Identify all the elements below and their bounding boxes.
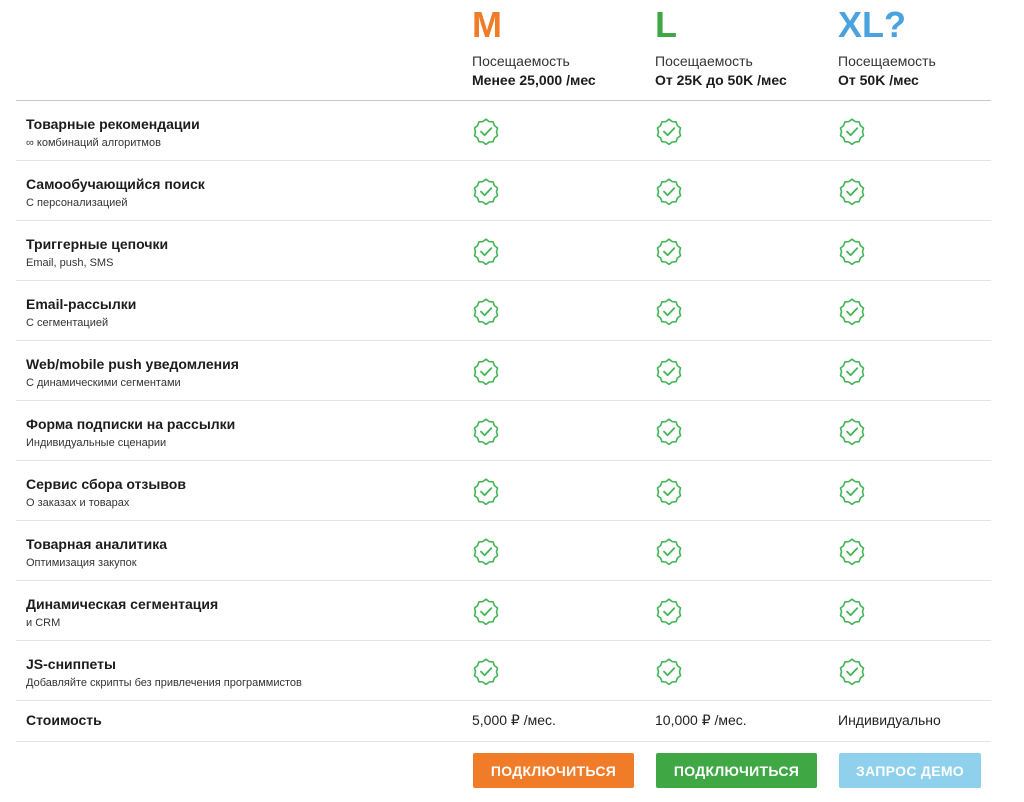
check-badge-icon: [838, 597, 866, 626]
check-badge-icon: [655, 117, 683, 146]
plan-traffic-label: Посещаемость: [472, 53, 570, 69]
check-badge-icon: [838, 297, 866, 326]
feature-row: Email-рассылки С сегментацией: [16, 281, 991, 341]
check-badge-icon: [472, 477, 500, 506]
plan-header-m: M Посещаемость Менее 25,000 /мес: [472, 2, 596, 90]
price-label: Стоимость: [26, 712, 102, 728]
feature-title: Email-рассылки: [26, 296, 137, 312]
feature-subtitle: С персонализацией: [26, 197, 128, 209]
connect-l-button[interactable]: ПОДКЛЮЧИТЬСЯ: [656, 753, 817, 788]
plan-traffic-label: Посещаемость: [655, 53, 753, 69]
request-demo-button[interactable]: ЗАПРОС ДЕМО: [839, 753, 981, 788]
check-badge-icon: [655, 237, 683, 266]
feature-row: Товарные рекомендации ∞ комбинаций алгор…: [16, 101, 991, 161]
check-badge-icon: [655, 597, 683, 626]
plan-traffic-range: Менее 25,000 /мес: [472, 72, 596, 88]
feature-title: Web/mobile push уведомления: [26, 356, 239, 372]
feature-subtitle: С динамическими сегментами: [26, 377, 181, 389]
feature-title: Самообучающийся поиск: [26, 176, 205, 192]
feature-row: Web/mobile push уведомления С динамическ…: [16, 341, 991, 401]
check-badge-icon: [655, 297, 683, 326]
check-badge-icon: [472, 357, 500, 386]
feature-row: Триггерные цепочки Email, push, SMS: [16, 221, 991, 281]
check-badge-icon: [472, 597, 500, 626]
price-l: 10,000 ₽ /мес.: [655, 712, 747, 728]
feature-title: Товарная аналитика: [26, 536, 168, 552]
check-badge-icon: [472, 237, 500, 266]
feature-title: Товарные рекомендации: [26, 116, 200, 132]
check-badge-icon: [838, 357, 866, 386]
feature-subtitle: Email, push, SMS: [26, 257, 114, 269]
feature-row: Форма подписки на рассылки Индивидуальны…: [16, 401, 991, 461]
check-badge-icon: [655, 537, 683, 566]
check-badge-icon: [655, 657, 683, 686]
plan-traffic-label: Посещаемость: [838, 53, 936, 69]
check-badge-icon: [838, 177, 866, 206]
check-badge-icon: [472, 177, 500, 206]
feature-row: Товарная аналитика Оптимизация закупок: [16, 521, 991, 581]
feature-title: JS-сниппеты: [26, 656, 116, 672]
connect-m-button[interactable]: ПОДКЛЮЧИТЬСЯ: [473, 753, 634, 788]
header-divider: [16, 100, 991, 101]
feature-subtitle: О заказах и товарах: [26, 497, 130, 509]
plan-header-xl: XL? Посещаемость От 50K /мес: [838, 2, 936, 90]
feature-title: Форма подписки на рассылки: [26, 416, 236, 432]
check-badge-icon: [655, 417, 683, 446]
feature-row: Сервис сбора отзывов О заказах и товарах: [16, 461, 991, 521]
feature-row: JS-сниппеты Добавляйте скрипты без привл…: [16, 641, 991, 701]
plan-name: M: [472, 4, 502, 45]
plan-name: XL?: [838, 4, 906, 45]
feature-subtitle: С сегментацией: [26, 317, 109, 329]
feature-title: Сервис сбора отзывов: [26, 476, 186, 492]
check-badge-icon: [838, 117, 866, 146]
plan-traffic-range: От 25K до 50K /мес: [655, 72, 787, 88]
feature-subtitle: Оптимизация закупок: [26, 557, 137, 569]
check-badge-icon: [655, 357, 683, 386]
check-badge-icon: [655, 177, 683, 206]
plan-traffic-range: От 50K /мес: [838, 72, 919, 88]
feature-subtitle: ∞ комбинаций алгоритмов: [26, 137, 161, 149]
check-badge-icon: [472, 417, 500, 446]
check-badge-icon: [472, 297, 500, 326]
check-badge-icon: [838, 657, 866, 686]
check-badge-icon: [838, 537, 866, 566]
check-badge-icon: [472, 537, 500, 566]
check-badge-icon: [655, 477, 683, 506]
plan-name: L: [655, 4, 677, 45]
check-badge-icon: [472, 657, 500, 686]
price-row: Стоимость 5,000 ₽ /мес. 10,000 ₽ /мес. И…: [16, 699, 991, 742]
feature-subtitle: и CRM: [26, 617, 61, 629]
feature-title: Динамическая сегментация: [26, 596, 219, 612]
price-xl: Индивидуально: [838, 712, 941, 728]
price-m: 5,000 ₽ /мес.: [472, 712, 556, 728]
feature-subtitle: Добавляйте скрипты без привлечения прогр…: [26, 677, 302, 689]
check-badge-icon: [472, 117, 500, 146]
feature-row: Самообучающийся поиск С персонализацией: [16, 161, 991, 221]
check-badge-icon: [838, 477, 866, 506]
feature-table: Товарные рекомендации ∞ комбинаций алгор…: [16, 101, 991, 701]
check-badge-icon: [838, 417, 866, 446]
check-badge-icon: [838, 237, 866, 266]
feature-row: Динамическая сегментация и CRM: [16, 581, 991, 641]
feature-title: Триггерные цепочки: [26, 236, 169, 252]
plan-header-l: L Посещаемость От 25K до 50K /мес: [655, 2, 787, 90]
feature-subtitle: Индивидуальные сценарии: [26, 437, 167, 449]
